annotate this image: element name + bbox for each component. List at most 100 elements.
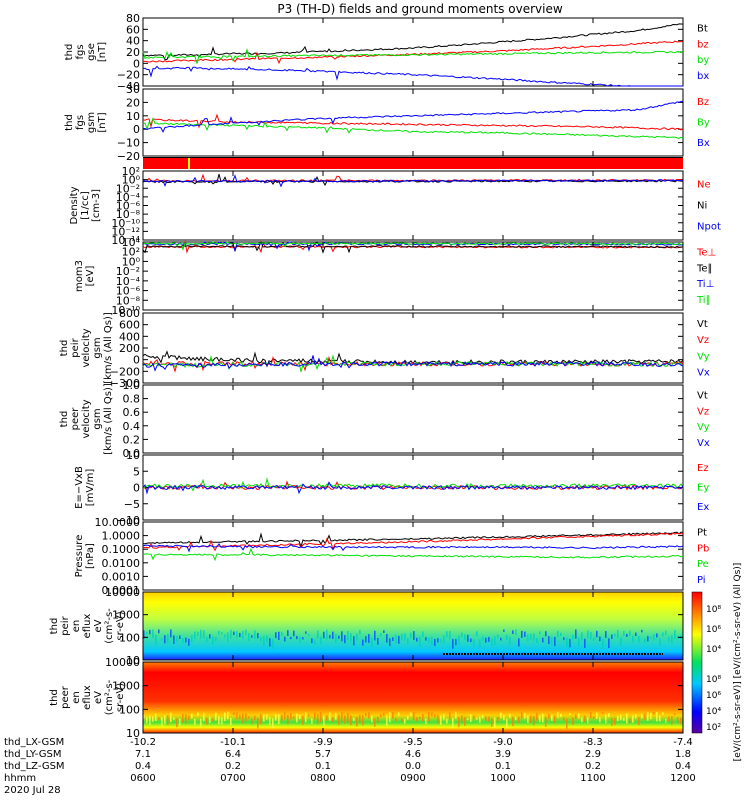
spectrogram-cell xyxy=(470,638,472,643)
spectrogram-cell xyxy=(155,634,157,645)
spectrogram-cell xyxy=(431,712,433,717)
axis-value-hhmm: 1200 xyxy=(670,773,695,784)
panel-frame xyxy=(142,521,684,591)
y-axis-label: (cm²-s- xyxy=(104,608,115,644)
spectrogram-cell xyxy=(365,713,367,716)
spectrogram-cell xyxy=(254,630,256,639)
y-tick-label: 10⁻⁸ xyxy=(116,208,141,221)
spectrogram-cell xyxy=(551,636,553,645)
spectrogram-cell xyxy=(392,712,394,719)
status-bar-mark xyxy=(188,158,190,169)
y-tick-label: 10⁻⁶ xyxy=(116,285,141,298)
y-axis-label: thd xyxy=(59,411,70,428)
spectrogram-cell xyxy=(509,713,511,718)
axis-row-label: thd_LY-GSM xyxy=(4,749,61,760)
spectrogram-cell xyxy=(629,718,631,724)
spectrogram-cell xyxy=(509,636,511,645)
spectrogram-cell xyxy=(641,629,643,633)
spectrogram-cell xyxy=(161,638,163,641)
spectrogram-cell xyxy=(386,634,388,643)
y-axis-label: fgs xyxy=(75,44,86,59)
spectrogram-cell xyxy=(572,634,574,640)
spectrogram-cell xyxy=(173,635,175,644)
series-pb-line xyxy=(142,532,684,552)
spectrogram-cell xyxy=(578,637,580,647)
spectrogram-cell xyxy=(557,711,559,718)
y-tick-label: 10 xyxy=(126,654,140,667)
spectrogram-cell xyxy=(620,714,622,721)
spectrogram-cell xyxy=(434,638,436,646)
axis-value-lx: -7.4 xyxy=(673,737,693,748)
spectrogram-cell xyxy=(443,635,445,644)
y-tick-label: 0.4 xyxy=(123,420,141,433)
y-tick-label: 1.0000 xyxy=(102,530,141,543)
spectrogram-cell xyxy=(458,635,460,645)
series-vx-line xyxy=(142,355,684,372)
legend-entry: Ez xyxy=(697,463,709,474)
y-tick-label: 20 xyxy=(126,96,140,109)
spectrogram-cell xyxy=(611,634,613,639)
series-pi-line xyxy=(142,543,684,553)
spectrogram-cell xyxy=(617,629,619,639)
spectrogram-cell xyxy=(542,637,544,643)
spectrogram-cell xyxy=(671,635,673,644)
spectrogram-cell xyxy=(218,715,220,725)
y-tick-label: 10⁻¹⁰ xyxy=(111,304,140,317)
y-tick-label: −20 xyxy=(117,150,140,163)
spectrogram-cell xyxy=(287,714,289,725)
spectrogram-cell xyxy=(518,716,520,724)
spectrogram-cell xyxy=(176,718,178,728)
spectrogram-cell xyxy=(194,718,196,725)
spectrogram-cell xyxy=(659,638,661,646)
spectrogram-cell xyxy=(281,631,283,636)
spectrogram-cell xyxy=(362,714,364,726)
spectrogram-cell xyxy=(572,717,574,725)
y-tick-label: 10⁴ xyxy=(122,236,141,249)
spectrogram-cell xyxy=(380,713,382,718)
spectrogram-cell xyxy=(674,713,676,716)
spectrogram-cell xyxy=(458,716,460,728)
y-tick-label: 10⁻⁸ xyxy=(116,294,141,307)
y-tick-label: −300 xyxy=(110,377,140,390)
spectrogram-cell xyxy=(341,712,343,722)
spectrogram-cell xyxy=(539,715,541,723)
spectrogram-cell xyxy=(281,714,283,722)
spectrogram-cell xyxy=(338,635,340,639)
series-npot-line xyxy=(142,174,684,188)
panel-frame xyxy=(142,241,684,311)
y-tick-label: 0.6 xyxy=(123,406,141,419)
spectrogram-cell xyxy=(662,632,664,637)
spectrogram-cell xyxy=(344,635,346,644)
series-bz-line xyxy=(142,40,684,65)
spectrogram-cell xyxy=(524,712,526,719)
spectrogram-cell xyxy=(299,714,301,720)
y-tick-label: 10⁻⁶ xyxy=(116,200,141,213)
spectrogram-cell xyxy=(548,636,550,645)
y-tick-label: 10.0000 xyxy=(95,516,141,529)
y-tick-label: 800 xyxy=(119,307,140,320)
spectrogram-cell xyxy=(257,632,259,639)
y-axis-label: [nT] xyxy=(97,42,108,62)
spectrogram-cell xyxy=(200,718,202,728)
y-tick-label: 10⁻¹⁰ xyxy=(111,217,140,230)
spectrogram-cell xyxy=(170,712,172,723)
spectrogram-cell xyxy=(623,630,625,636)
spectrogram-cell xyxy=(398,635,400,644)
spectrogram-cell xyxy=(305,712,307,723)
legend-entry: Ti⊥ xyxy=(696,279,714,290)
spectrogram-cell xyxy=(296,713,298,723)
spectrogram-cell xyxy=(470,714,472,722)
spectrogram-cell xyxy=(272,718,274,729)
legend-entry: Npot xyxy=(697,221,721,232)
colorbar-tick-label: 10⁶ xyxy=(706,625,721,635)
spectrogram-cell xyxy=(677,635,679,640)
spectrogram-cell xyxy=(392,637,394,641)
spectrogram-cell xyxy=(476,717,478,720)
spectrogram-cell xyxy=(230,629,232,639)
spectrogram-cell xyxy=(626,713,628,724)
spectrogram-cell xyxy=(260,714,262,725)
spectrogram-cell xyxy=(554,715,556,724)
y-tick-label: 0 xyxy=(133,354,140,367)
spectrogram-cell xyxy=(422,714,424,722)
